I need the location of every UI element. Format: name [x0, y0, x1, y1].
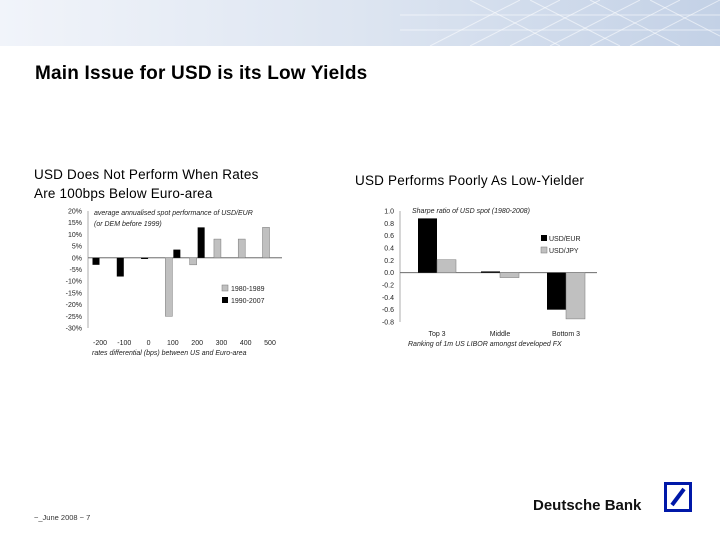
chart1-legend-swatch-1980-1989 [221, 284, 229, 292]
header-band [0, 0, 720, 46]
chart1-bar-1980-1989 [237, 238, 246, 259]
left-subtitle-line2: Are 100bps Below Euro-area [34, 186, 213, 201]
chart2-y-tick-label: -0.4 [382, 295, 394, 302]
chart1-x-tick-label: 500 [264, 340, 276, 347]
chart1-x-tick-label: 400 [240, 340, 252, 347]
chart1-y-tick-label: -30% [66, 326, 82, 333]
deutsche-bank-logo-icon [664, 482, 692, 512]
page-title: Main Issue for USD is its Low Yields [35, 63, 368, 84]
chart2-legend-label-usdjpy: USD/JPY [549, 248, 579, 255]
chart2-x-tick-label: Bottom 3 [552, 331, 580, 338]
chart1-bar-1990-2007 [141, 257, 149, 259]
brand-name: Deutsche Bank [533, 497, 642, 514]
header-grid-decoration [400, 0, 720, 46]
chart1-x-tick-label: 0 [147, 340, 151, 347]
chart1-x-tick-label: 300 [216, 340, 228, 347]
chart2-legend-label-usdeur: USD/EUR [549, 236, 581, 243]
chart1-y-tick-label: -15% [66, 290, 82, 297]
chart1-legend-label-1980-1989: 1980-1989 [231, 286, 265, 293]
chart2-y-tick-label: -0.8 [382, 320, 394, 327]
chart1-bar-1980-1989 [165, 257, 173, 317]
chart1-y-tick-label: 20% [68, 209, 82, 216]
chart1-bar-1980-1989 [189, 257, 197, 266]
chart1-bar-1980-1989 [262, 227, 270, 259]
chart2-bar-usdeur [547, 272, 566, 310]
chart2-y-tick-label: 0.2 [384, 258, 394, 265]
chart2-x-tick-label: Top 3 [428, 331, 445, 338]
chart1-x-tick-label: -200 [93, 340, 107, 347]
chart2-y-tick-label: 0.6 [384, 233, 394, 240]
chart1-y-tick-label: 0% [72, 255, 82, 262]
chart1-x-tick-label: 100 [167, 340, 179, 347]
chart1-x-tick-label: 200 [191, 340, 203, 347]
chart2-bar-usdjpy [499, 272, 520, 278]
chart1-bar-1990-2007 [197, 227, 205, 258]
chart2-x-axis-label: Ranking of 1m US LIBOR amongst developed… [408, 341, 562, 348]
chart2-bar-usdeur [418, 218, 437, 273]
chart1-legend-swatch-1990-2007 [222, 297, 228, 303]
chart1-title-line1: average annualised spot performance of U… [94, 210, 253, 217]
chart2-bar-usdjpy [565, 272, 586, 320]
chart2-y-tick-label: -0.2 [382, 283, 394, 290]
chart1-y-tick-label: -20% [66, 302, 82, 309]
chart1-bar-1980-1989 [213, 238, 222, 259]
chart2-y-tick-label: 0.4 [384, 246, 394, 253]
chart1-title-line2: (or DEM before 1999) [94, 221, 162, 228]
chart1-y-tick-label: 15% [68, 220, 82, 227]
chart1-y-tick-label: 10% [68, 232, 82, 239]
chart1-legend-label-1990-2007: 1990-2007 [231, 298, 265, 305]
chart2-legend-swatch-usdjpy [540, 246, 548, 254]
chart2-legend-swatch-usdeur [541, 235, 547, 241]
chart2-y-tick-label: -0.6 [382, 307, 394, 314]
chart1-y-tick-label: -25% [66, 314, 82, 321]
chart2-y-tick-label: 1.0 [384, 209, 394, 216]
chart1-x-tick-label: -100 [117, 340, 131, 347]
chart1-y-tick-label: 5% [72, 244, 82, 251]
chart2-title: Sharpe ratio of USD spot (1980-2008) [412, 208, 530, 215]
chart1-bar-1990-2007 [116, 257, 124, 277]
chart2-x-tick-label: Middle [490, 331, 511, 338]
chart2-bar-usdjpy [436, 259, 457, 273]
chart2-y-tick-label: 0.8 [384, 221, 394, 228]
chart1-x-axis-label: rates differential (bps) between US and … [92, 350, 247, 357]
footer-text: ~_June 2008 ~ 7 [34, 513, 91, 522]
left-subtitle: USD Does Not Perform When Rates Are 100b… [34, 165, 334, 203]
chart1-bar-1990-2007 [173, 249, 181, 258]
left-subtitle-line1: USD Does Not Perform When Rates [34, 167, 259, 182]
chart2-bar-usdeur [481, 271, 500, 273]
chart1-bar-1990-2007 [92, 257, 100, 265]
chart1-y-tick-label: -10% [66, 279, 82, 286]
right-subtitle: USD Performs Poorly As Low-Yielder [355, 173, 585, 188]
chart2-y-tick-label: 0.0 [384, 270, 394, 277]
chart1-y-tick-label: -5% [70, 267, 82, 274]
